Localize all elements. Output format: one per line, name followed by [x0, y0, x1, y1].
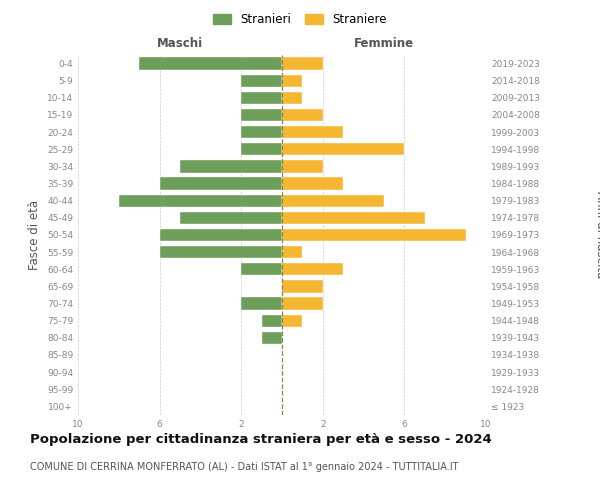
Bar	[282, 178, 343, 190]
Bar	[282, 212, 425, 224]
Bar	[282, 160, 323, 172]
Text: Maschi: Maschi	[157, 37, 203, 50]
Bar	[241, 109, 282, 121]
Bar	[282, 246, 302, 258]
Bar	[160, 178, 282, 190]
Bar	[282, 74, 302, 87]
Bar	[241, 143, 282, 156]
Bar	[282, 92, 302, 104]
Y-axis label: Anni di nascita: Anni di nascita	[594, 192, 600, 278]
Bar	[282, 280, 323, 292]
Bar	[282, 143, 404, 156]
Bar	[180, 160, 282, 172]
Bar	[282, 58, 323, 70]
Bar	[119, 194, 282, 207]
Bar	[139, 58, 282, 70]
Text: Femmine: Femmine	[354, 37, 414, 50]
Y-axis label: Fasce di età: Fasce di età	[28, 200, 41, 270]
Bar	[241, 92, 282, 104]
Bar	[262, 332, 282, 344]
Bar	[282, 263, 343, 276]
Bar	[160, 246, 282, 258]
Bar	[241, 263, 282, 276]
Bar	[241, 74, 282, 87]
Bar	[282, 298, 323, 310]
Text: Popolazione per cittadinanza straniera per età e sesso - 2024: Popolazione per cittadinanza straniera p…	[30, 432, 492, 446]
Bar	[282, 194, 384, 207]
Bar	[282, 126, 343, 138]
Legend: Stranieri, Straniere: Stranieri, Straniere	[208, 8, 392, 31]
Bar	[160, 229, 282, 241]
Bar	[180, 212, 282, 224]
Bar	[241, 126, 282, 138]
Bar	[241, 298, 282, 310]
Bar	[262, 314, 282, 327]
Bar	[282, 229, 466, 241]
Bar	[282, 314, 302, 327]
Bar	[282, 109, 323, 121]
Text: COMUNE DI CERRINA MONFERRATO (AL) - Dati ISTAT al 1° gennaio 2024 - TUTTITALIA.I: COMUNE DI CERRINA MONFERRATO (AL) - Dati…	[30, 462, 458, 472]
